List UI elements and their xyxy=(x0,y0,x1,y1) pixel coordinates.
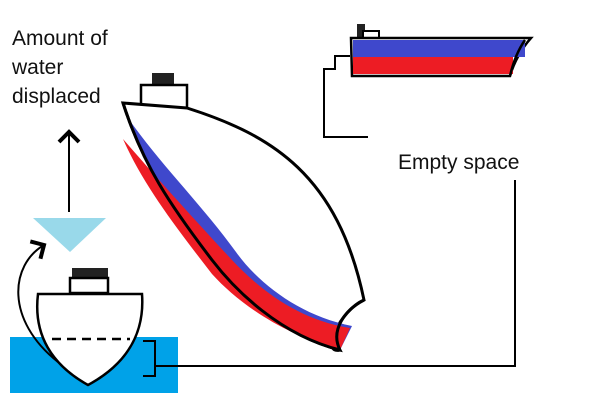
displaced-water-funnel xyxy=(33,218,106,252)
curved-arrow xyxy=(17,239,59,363)
water-label-line-1: Amount of xyxy=(12,27,108,50)
small-ship-cabin xyxy=(68,276,110,295)
empty-space-label: Empty space xyxy=(398,151,520,174)
top-ship-blue-stripe xyxy=(353,40,525,57)
top-ship-nose xyxy=(508,39,527,77)
large-ship-red-stripe xyxy=(123,139,350,350)
top-ship-funnel xyxy=(357,24,365,38)
large-ship-hull xyxy=(120,101,366,352)
small-ship xyxy=(35,268,144,387)
large-ship-outline-front xyxy=(121,102,365,353)
top-ship-red-stripe xyxy=(353,57,513,74)
large-ship xyxy=(120,73,366,353)
water-label-line-3: displaced xyxy=(12,85,101,108)
top-ship-bracket xyxy=(323,55,368,138)
water-label-line-2: water xyxy=(12,56,64,79)
displacement-bracket xyxy=(143,340,156,377)
water-displaced-label: Amount of water displaced xyxy=(12,24,108,111)
top-right-ship xyxy=(349,24,534,78)
connector-line xyxy=(155,180,516,367)
